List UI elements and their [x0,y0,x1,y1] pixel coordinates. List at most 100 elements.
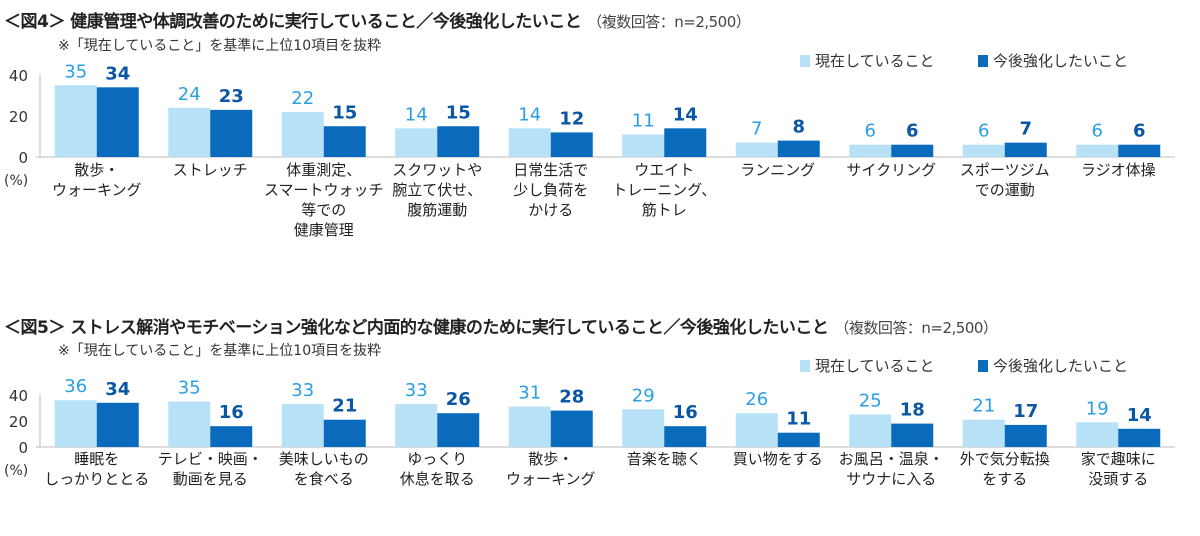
chart2-category-label: お風呂・温泉・ [839,450,944,468]
chart2-data-label-future: 11 [786,409,811,430]
chart2-bar-current [1076,422,1119,447]
chart2-data-label-current: 33 [405,380,428,401]
chart2-ylabel: (%) [4,463,28,479]
chart1-data-label-future: 12 [559,108,584,129]
chart2-subtitle: ※「現在していること」を基準に上位10項目を抜粋 [58,343,382,359]
chart1-category-label: での運動 [975,181,1035,199]
chart1-bar-current [168,107,211,157]
chart1-data-label-current: 24 [178,84,201,105]
chart1-category-label: 日常生活で [513,161,588,179]
chart1-bar-current [54,85,97,157]
chart2-bar-future [437,413,480,447]
chart2-bar-future [891,423,934,447]
chart2-bar-current [168,401,211,447]
chart1-data-label-current: 6 [865,121,876,142]
chart1-data-label-future: 6 [906,121,919,142]
chart1-bar-current [1076,144,1119,157]
chart2-data-label-future: 14 [1127,405,1152,426]
chart2-ytick-label: 0 [18,439,28,457]
chart1-bar-future [1004,142,1047,157]
chart1-data-label-current: 7 [751,119,762,140]
chart2-data-label-future: 21 [332,396,357,417]
chart1-title-text: ＜図4＞ 健康管理や体調改善のために実行していること／今後強化したいこと [4,12,582,32]
chart1-title-note: （複数回答：n=2,500） [587,13,751,31]
chart2-legend-swatch-current [800,360,810,372]
chart1-legend-swatch-current [800,55,810,67]
chart2-category-label: 外で気分転換 [960,450,1050,468]
chart2-bar-future [550,410,593,447]
chart2-bar-current [508,406,551,447]
chart2-legend-swatch-future [978,360,988,372]
chart1-data-label-future: 23 [219,86,244,107]
chart1-category-label: 腹筋運動 [407,201,467,219]
chart2-category-label: 音楽を聴く [627,450,702,468]
chart2-bar-future [210,426,253,447]
chart1-bar-future [210,109,253,157]
chart1-data-label-current: 11 [632,110,655,131]
chart1-data-label-future: 8 [792,117,805,138]
chart1-category-label: ウォーキング [52,181,142,199]
chart2-bar-future [96,402,139,447]
chart2-data-label-current: 26 [745,389,768,410]
chart1-data-label-future: 34 [105,63,130,84]
chart2-category-label: 没頭する [1088,470,1148,488]
chart1-ytick-label: 20 [9,108,28,126]
chart2-data-label-current: 31 [518,383,541,404]
chart2-category-label: を食べる [294,470,354,488]
chart2-data-label-current: 19 [1086,398,1109,419]
chart1-bar-current [281,111,324,157]
chart2-category-label: しっかりととる [44,470,149,488]
chart2-category-label: 美味しいもの [279,450,369,468]
chart2-bar-current [962,419,1005,447]
chart2-data-label-current: 33 [291,380,314,401]
chart1-bar-current [395,128,438,157]
chart1-category-label: スマートウォッチ [264,181,384,199]
chart2-data-label-future: 16 [673,402,698,423]
chart1-bar-future [777,140,820,157]
chart1-legend-label: 今後強化したいこと [993,52,1128,70]
chart2-bar-future [664,426,707,447]
chart1-category-label: トレーニング、 [612,181,716,199]
chart1-category-label: スクワットや [392,161,482,179]
chart1-category-label: 健康管理 [294,221,354,239]
chart2-category-label: テレビ・映画・ [158,450,263,468]
chart1-bar-current [735,142,778,157]
chart1-data-label-current: 6 [1092,121,1103,142]
chart2-category-label: をする [982,470,1027,488]
chart2-legend-label: 現在していること [815,357,935,375]
chart2-data-label-future: 16 [219,402,244,423]
chart1-category-label: 散歩・ [74,161,119,179]
chart1-bar-current [508,128,551,157]
chart1-legend-swatch-future [978,55,988,67]
chart2-category-label: 休息を取る [400,470,475,488]
chart2-category-label: 散歩・ [528,450,573,468]
chart2-data-label-current: 29 [632,385,655,406]
chart1-category-label: サイクリング [846,161,936,179]
chart1-legend-label: 現在していること [815,52,935,70]
chart2-bar-current [395,404,438,447]
chart1-ylabel: (%) [4,173,28,189]
chart2-ytick-label: 20 [9,413,28,431]
chart1-category-label: 少し負荷を [513,181,588,199]
chart1-data-label-current: 14 [518,104,541,125]
chart2-category-label: 睡眠を [74,450,119,468]
chart2-bar-current [849,414,892,447]
chart2-data-label-future: 34 [105,379,130,400]
chart2-bar-current [54,400,97,447]
chart1-data-label-future: 15 [332,102,357,123]
chart1-category-label: かける [528,201,573,219]
chart1-category-label: スポーツジム [960,161,1050,179]
chart2-ytick-label: 40 [9,387,28,405]
chart1-category-label: ラジオ体操 [1081,161,1156,179]
chart1-data-label-current: 22 [291,88,314,109]
chart2-bar-current [622,409,665,447]
chart2-data-label-current: 21 [972,396,995,417]
chart2-bar-current [735,413,778,447]
chart2-title-text: ＜図5＞ ストレス解消やモチベーション強化など内面的な健康のために実行しているこ… [4,318,829,338]
chart2-bar-future [1004,424,1047,447]
chart1-data-label-current: 14 [405,104,428,125]
chart1-subtitle: ※「現在していること」を基準に上位10項目を抜粋 [58,38,382,54]
chart2-category-label: サウナに入る [846,470,936,488]
chart2-data-label-future: 18 [900,400,925,421]
